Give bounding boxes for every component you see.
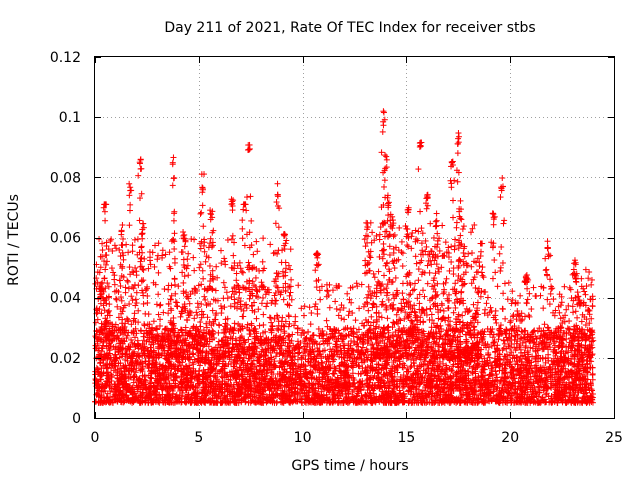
data-point [500,290,507,297]
data-point [128,293,135,300]
data-point [502,315,509,322]
data-point [215,338,222,345]
data-point [300,312,307,319]
data-point [575,343,582,350]
data-point [306,304,313,311]
data-point [144,292,151,299]
data-point [243,301,250,308]
data-point [494,283,501,290]
data-point [507,319,514,326]
data-point [156,302,163,309]
data-point [305,328,312,335]
data-point [523,300,530,307]
data-point [191,315,198,322]
chart-title: Day 211 of 2021, Rate Of TEC Index for r… [164,20,535,36]
data-point [307,321,314,328]
data-point [313,284,320,291]
data-point [92,398,99,405]
data-point [323,317,330,324]
data-point [201,293,208,300]
data-point [260,311,267,318]
data-point [196,368,203,375]
data-point [469,369,476,376]
data-point [411,362,418,369]
data-point [544,324,551,331]
data-point [308,309,315,316]
data-point [365,307,372,314]
data-points [92,108,597,406]
data-point [245,336,252,343]
data-point [501,280,508,287]
data-point [517,292,524,299]
data-point [332,298,339,305]
data-point [132,296,139,303]
data-point [482,288,489,295]
data-point [316,341,323,348]
data-point [140,333,147,340]
data-point [256,322,263,329]
data-point [549,398,556,405]
data-point [228,293,235,300]
data-point [384,315,391,322]
data-point [217,303,224,310]
data-point [324,288,331,295]
data-point [220,279,227,286]
data-point [294,325,301,332]
data-point [545,324,552,331]
data-point [428,311,435,318]
data-point [175,283,182,290]
data-point [344,290,351,297]
data-point [295,282,302,289]
data-point [326,304,333,311]
data-point [140,300,147,307]
data-point [368,313,375,320]
data-point [534,328,541,335]
